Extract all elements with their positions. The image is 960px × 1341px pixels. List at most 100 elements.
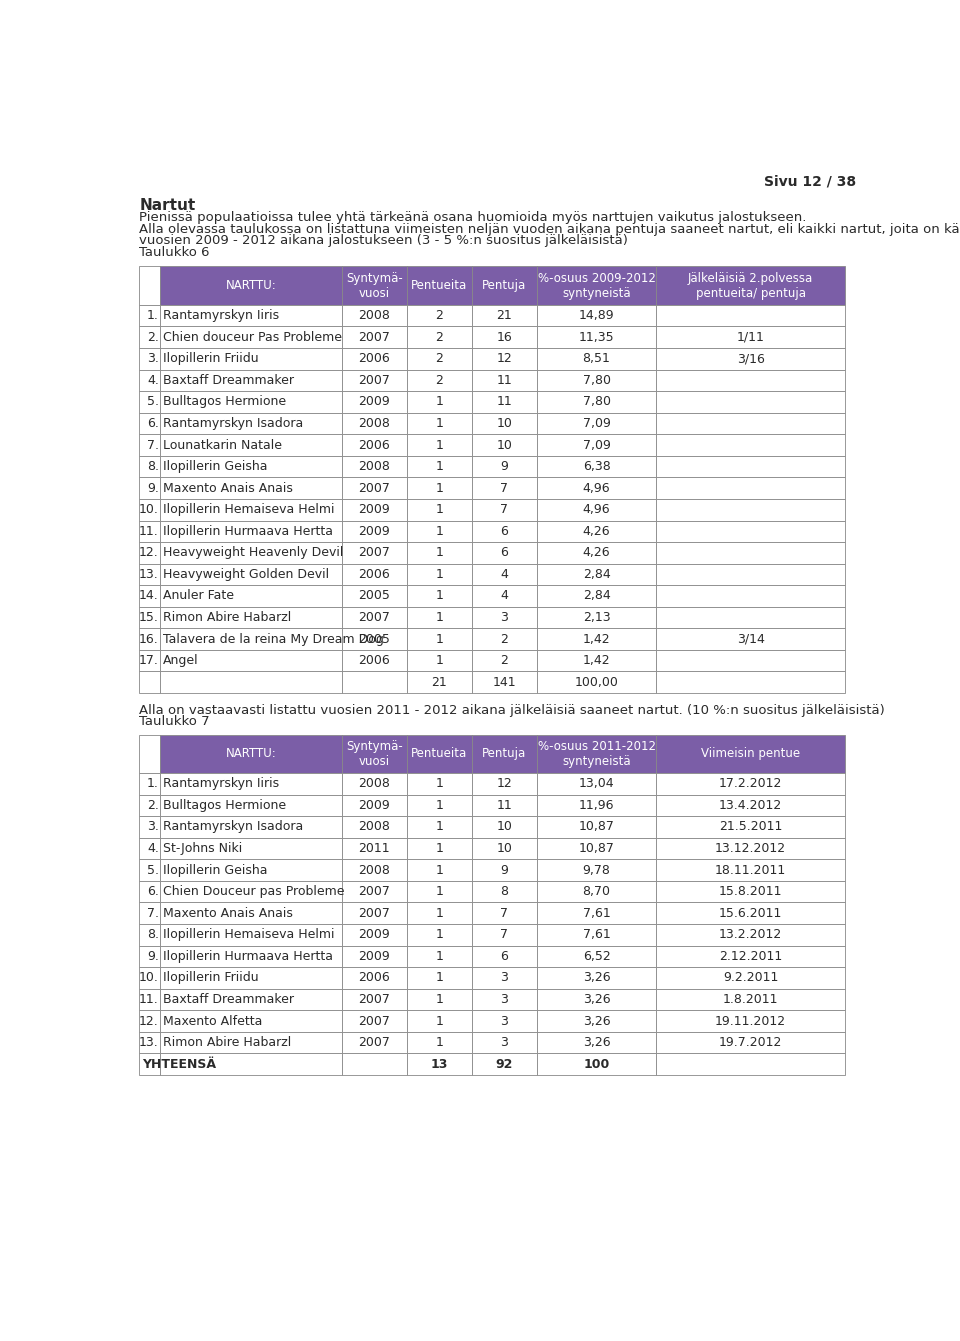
Text: 13: 13 bbox=[430, 1058, 448, 1070]
Bar bbox=[160, 606, 342, 629]
Text: 17.2.2012: 17.2.2012 bbox=[719, 778, 782, 790]
Bar bbox=[537, 456, 657, 477]
Text: 1: 1 bbox=[435, 949, 444, 963]
Text: 2009: 2009 bbox=[358, 949, 390, 963]
Bar bbox=[657, 924, 845, 945]
Text: Bulltagos Hermione: Bulltagos Hermione bbox=[163, 396, 286, 409]
Text: 1.: 1. bbox=[147, 310, 158, 322]
Text: 9: 9 bbox=[500, 460, 508, 473]
Bar bbox=[342, 477, 407, 499]
Text: 2009: 2009 bbox=[358, 524, 390, 538]
Bar bbox=[537, 945, 657, 967]
Bar bbox=[342, 772, 407, 795]
Bar bbox=[471, 967, 537, 988]
Text: 1: 1 bbox=[435, 821, 444, 834]
Text: 3,26: 3,26 bbox=[583, 1037, 611, 1049]
Bar bbox=[139, 650, 160, 672]
Bar bbox=[471, 542, 537, 563]
Bar bbox=[139, 924, 160, 945]
Bar bbox=[657, 838, 845, 860]
Bar bbox=[139, 1031, 160, 1053]
Text: 9.: 9. bbox=[147, 949, 158, 963]
Text: 2007: 2007 bbox=[358, 992, 390, 1006]
Bar bbox=[407, 988, 471, 1010]
Bar bbox=[407, 1031, 471, 1053]
Text: Rantamyrskyn Isadora: Rantamyrskyn Isadora bbox=[163, 417, 303, 430]
Text: St-Johns Niki: St-Johns Niki bbox=[163, 842, 243, 856]
Text: 7,80: 7,80 bbox=[583, 374, 611, 386]
Bar bbox=[471, 585, 537, 606]
Text: 9: 9 bbox=[500, 864, 508, 877]
Text: 2007: 2007 bbox=[358, 374, 390, 386]
Text: vuosien 2009 - 2012 aikana jalostukseen (3 - 5 %:n suositus jälkeläisistä): vuosien 2009 - 2012 aikana jalostukseen … bbox=[139, 235, 628, 247]
Bar bbox=[657, 349, 845, 370]
Bar bbox=[407, 434, 471, 456]
Text: 3/16: 3/16 bbox=[736, 353, 764, 365]
Text: 1.8.2011: 1.8.2011 bbox=[723, 992, 779, 1006]
Bar bbox=[657, 881, 845, 902]
Bar bbox=[407, 945, 471, 967]
Text: 13.: 13. bbox=[139, 1037, 158, 1049]
Bar bbox=[657, 1010, 845, 1031]
Bar bbox=[342, 563, 407, 585]
Text: 5.: 5. bbox=[147, 864, 158, 877]
Bar bbox=[471, 924, 537, 945]
Text: 1: 1 bbox=[435, 524, 444, 538]
Bar bbox=[342, 606, 407, 629]
Text: Rantamyrskyn Iiris: Rantamyrskyn Iiris bbox=[163, 310, 279, 322]
Bar bbox=[160, 542, 342, 563]
Text: Maxento Anais Anais: Maxento Anais Anais bbox=[163, 481, 293, 495]
Bar bbox=[657, 499, 845, 520]
Text: 1: 1 bbox=[435, 590, 444, 602]
Bar bbox=[407, 967, 471, 988]
Bar bbox=[160, 795, 342, 817]
Bar bbox=[139, 563, 160, 585]
Text: 7.: 7. bbox=[147, 907, 158, 920]
Bar bbox=[160, 520, 342, 542]
Text: 4,96: 4,96 bbox=[583, 481, 611, 495]
Bar bbox=[139, 881, 160, 902]
Bar bbox=[537, 542, 657, 563]
Bar bbox=[160, 563, 342, 585]
Text: 13.2.2012: 13.2.2012 bbox=[719, 928, 782, 941]
Bar bbox=[160, 902, 342, 924]
Text: 11: 11 bbox=[496, 396, 512, 409]
Bar bbox=[657, 413, 845, 434]
Bar bbox=[537, 585, 657, 606]
Text: 12.: 12. bbox=[139, 546, 158, 559]
Text: 3,26: 3,26 bbox=[583, 971, 611, 984]
Text: 1: 1 bbox=[435, 481, 444, 495]
Text: 7: 7 bbox=[500, 928, 508, 941]
Text: 2009: 2009 bbox=[358, 396, 390, 409]
Text: 2009: 2009 bbox=[358, 799, 390, 811]
Text: Ilopillerin Friidu: Ilopillerin Friidu bbox=[163, 353, 259, 365]
Bar bbox=[139, 499, 160, 520]
Text: 12: 12 bbox=[496, 778, 512, 790]
Bar bbox=[471, 772, 537, 795]
Text: 2,84: 2,84 bbox=[583, 567, 611, 581]
Text: 7.: 7. bbox=[147, 439, 158, 452]
Bar bbox=[407, 881, 471, 902]
Bar bbox=[342, 924, 407, 945]
Bar bbox=[139, 304, 160, 326]
Bar bbox=[407, 520, 471, 542]
Text: 3: 3 bbox=[500, 1015, 508, 1027]
Text: 2: 2 bbox=[435, 331, 444, 343]
Text: 6: 6 bbox=[500, 949, 508, 963]
Text: 7,61: 7,61 bbox=[583, 907, 611, 920]
Text: Pentuja: Pentuja bbox=[482, 747, 526, 760]
Text: 18.11.2011: 18.11.2011 bbox=[715, 864, 786, 877]
Bar bbox=[657, 304, 845, 326]
Text: 1: 1 bbox=[435, 503, 444, 516]
Text: 1: 1 bbox=[435, 842, 444, 856]
Bar bbox=[139, 349, 160, 370]
Bar bbox=[160, 860, 342, 881]
Bar bbox=[657, 988, 845, 1010]
Bar bbox=[657, 542, 845, 563]
Text: Heavyweight Golden Devil: Heavyweight Golden Devil bbox=[163, 567, 329, 581]
Bar bbox=[537, 735, 657, 772]
Bar bbox=[139, 326, 160, 349]
Bar bbox=[407, 542, 471, 563]
Bar bbox=[342, 881, 407, 902]
Bar bbox=[471, 902, 537, 924]
